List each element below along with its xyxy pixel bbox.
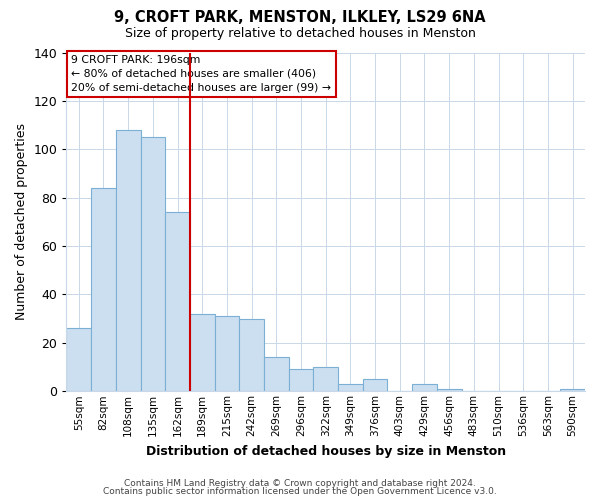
Bar bbox=[363, 379, 388, 392]
Bar bbox=[412, 384, 437, 392]
Text: Contains public sector information licensed under the Open Government Licence v3: Contains public sector information licen… bbox=[103, 487, 497, 496]
Bar bbox=[91, 188, 116, 392]
Y-axis label: Number of detached properties: Number of detached properties bbox=[15, 124, 28, 320]
Bar bbox=[560, 389, 585, 392]
Text: 9 CROFT PARK: 196sqm
← 80% of detached houses are smaller (406)
20% of semi-deta: 9 CROFT PARK: 196sqm ← 80% of detached h… bbox=[71, 55, 331, 93]
Bar bbox=[313, 367, 338, 392]
Bar bbox=[239, 318, 264, 392]
Bar bbox=[190, 314, 215, 392]
Bar bbox=[437, 389, 461, 392]
X-axis label: Distribution of detached houses by size in Menston: Distribution of detached houses by size … bbox=[146, 444, 506, 458]
Bar bbox=[289, 370, 313, 392]
Bar bbox=[264, 358, 289, 392]
Bar bbox=[338, 384, 363, 392]
Text: 9, CROFT PARK, MENSTON, ILKLEY, LS29 6NA: 9, CROFT PARK, MENSTON, ILKLEY, LS29 6NA bbox=[114, 10, 486, 25]
Bar bbox=[140, 137, 165, 392]
Bar bbox=[165, 212, 190, 392]
Bar bbox=[67, 328, 91, 392]
Bar bbox=[116, 130, 140, 392]
Bar bbox=[215, 316, 239, 392]
Text: Contains HM Land Registry data © Crown copyright and database right 2024.: Contains HM Land Registry data © Crown c… bbox=[124, 478, 476, 488]
Text: Size of property relative to detached houses in Menston: Size of property relative to detached ho… bbox=[125, 28, 475, 40]
